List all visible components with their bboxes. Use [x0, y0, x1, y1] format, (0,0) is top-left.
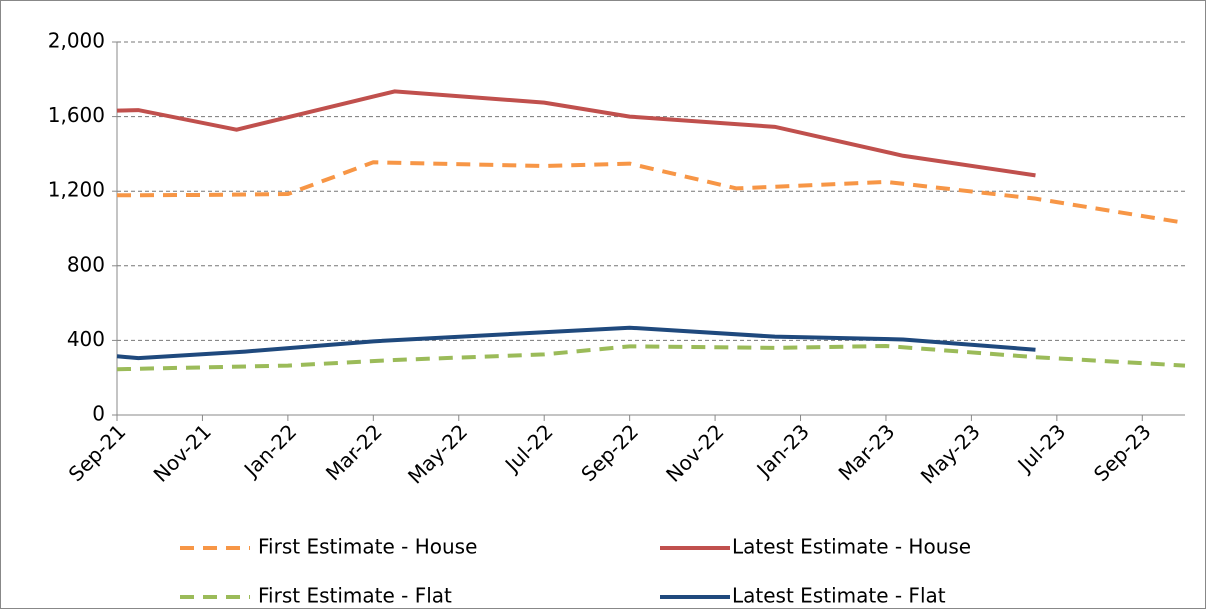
legend-label: First Estimate - Flat [258, 584, 452, 608]
series-line [116, 343, 1186, 372]
y-tick-label: 1,200 [48, 178, 105, 202]
series-line [116, 160, 1186, 225]
y-tick-label: 2,000 [48, 29, 105, 53]
legend-label: Latest Estimate - House [732, 535, 971, 559]
y-tick-label: 1,600 [48, 103, 105, 127]
legend-label: First Estimate - House [258, 535, 477, 559]
y-tick-label: 400 [67, 327, 105, 351]
legend-label: Latest Estimate - Flat [732, 584, 946, 608]
y-tick-label: 0 [92, 402, 105, 426]
series-line [116, 325, 1036, 361]
series-line [116, 89, 1036, 178]
y-tick-label: 800 [67, 252, 105, 276]
